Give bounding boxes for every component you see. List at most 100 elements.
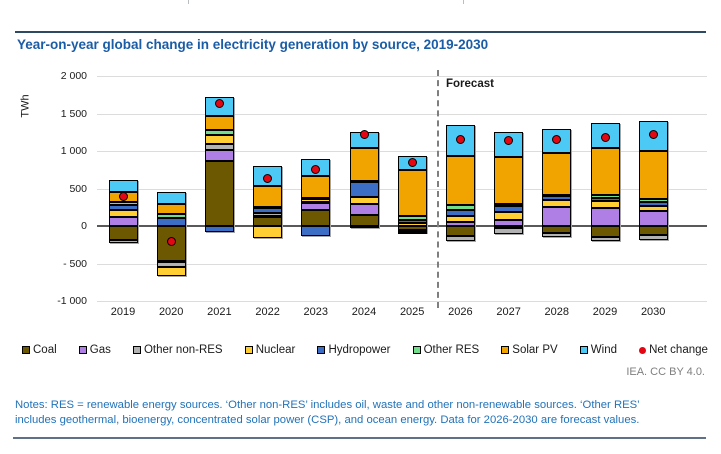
bar-segment-coal-2023 [301,210,331,226]
bar-segment-nuclear-2025 [397,222,427,226]
bar-segment-hydropower-2023 [301,226,331,237]
legend-label-wind: Wind [590,344,617,356]
bar-segment-coal-2024 [349,214,379,226]
bar-segment-other-non-res-2025 [397,231,427,234]
bar-segment-hydropower-2019 [108,205,138,210]
bar-segment-solar-pv-2022 [253,185,283,208]
net-change-dot-2020 [166,237,176,247]
bar-segment-nuclear-2028 [542,199,572,208]
x-axis-label-2022: 2022 [255,306,280,318]
bar-segment-other-non-res-2027 [494,227,524,235]
net-change-dot-2026 [455,135,465,145]
bar-segment-solar-pv-2024 [349,148,379,181]
net-change-dot-2024 [359,129,369,139]
bar-segment-nuclear-2026 [445,215,475,222]
bar-segment-gas-2025 [397,229,427,232]
bar-segment-gas-2028 [542,207,572,226]
bar-segment-other-res-2025 [397,215,427,220]
y-axis-tick-label: - 500 [63,257,87,270]
legend-swatch-nuclear [244,346,253,354]
x-axis-label-2024: 2024 [351,306,377,318]
bar-segment-coal-2025 [397,226,427,230]
legend-label-other-non-res: Other non-RES [143,344,223,356]
bar-segment-other-non-res-2021 [204,144,234,151]
bar-segment-coal-2027 [494,226,524,228]
bar-segment-gas-2027 [494,220,524,226]
bar-segment-hydropower-2025 [397,220,427,223]
bar-segment-coal-2022 [253,217,283,226]
bar-segment-other-non-res-2030 [638,235,668,240]
net-change-dot-2029 [600,133,610,143]
legend-item-net-change: Net change [639,344,708,356]
legend-swatch-gas [78,346,87,354]
gridline [97,301,707,302]
legend-label-nuclear: Nuclear [255,344,296,356]
forecast-label: Forecast [446,78,494,90]
x-axis-label-2029: 2029 [592,306,618,318]
bar-segment-nuclear-2022 [253,226,283,238]
bar-segment-other-res-2026 [445,205,475,211]
bar-segment-hydropower-2021 [204,226,234,233]
x-axis-label-2030: 2030 [640,306,666,318]
bar-segment-gas-2022 [253,215,283,218]
gridline [97,113,707,115]
bar-segment-other-non-res-2019 [108,239,138,244]
bar-segment-coal-2029 [590,226,620,237]
bar-segment-other-res-2021 [204,130,234,136]
legend-swatch-coal [22,346,30,354]
y-axis-tick-label: 0 [81,220,87,232]
chart-title: Year-on-year global change in electricit… [17,37,489,52]
x-axis-label-2027: 2027 [496,306,521,318]
bar-segment-nuclear-2019 [108,209,138,217]
chart-notes: Notes: RES = renewable energy sources. ‘… [15,398,707,427]
net-change-dot-2025 [407,158,417,168]
bar-segment-gas-2024 [349,204,379,215]
bar-segment-hydropower-2028 [542,196,572,200]
bar-segment-gas-2029 [590,208,620,226]
gridline [97,76,707,77]
bar-segment-solar-pv-2029 [590,148,620,196]
bar-segment-solar-pv-2030 [638,150,668,199]
x-axis-label-2021: 2021 [207,306,232,318]
bar-segment-wind-2019 [108,179,138,192]
bar-segment-gas-2030 [638,211,668,226]
bar-segment-nuclear-2021 [204,135,234,145]
bar-segment-gas-2026 [445,221,475,226]
legend-swatch-other-res [412,346,421,354]
net-change-dot-2023 [311,164,321,174]
bar-segment-solar-pv-2026 [445,156,475,206]
crop-artifact-right [463,0,464,4]
bar-segment-hydropower-2026 [445,210,475,216]
legend-swatch-net-change [639,346,647,354]
bar-segment-coal-2030 [638,226,668,236]
net-change-dot-2028 [552,134,562,144]
bar-segment-hydropower-2027 [494,206,524,212]
bar-segment-nuclear-2029 [590,201,620,208]
bar-segment-hydropower-2020 [156,218,186,226]
bar-segment-other-res-2028 [542,194,572,197]
bar-segment-other-non-res-2020 [156,262,186,267]
x-axis-label-2026: 2026 [448,306,473,318]
y-axis-unit-label: TWh [19,94,32,118]
notes-line-1: Notes: RES = renewable energy sources. ‘… [15,399,640,411]
x-axis-label-2019: 2019 [110,306,136,318]
bottom-divider [13,437,706,439]
legend-swatch-wind [579,346,588,354]
legend-item-gas: Gas [78,344,111,356]
license-credit: IEA. CC BY 4.0. [626,366,705,378]
bar-segment-hydropower-2024 [349,181,379,198]
bar-segment-other-non-res-2023 [301,201,331,204]
top-divider [15,31,706,33]
bar-segment-coal-2026 [445,226,475,236]
bar-segment-other-non-res-2026 [445,235,475,241]
bar-segment-other-res-2030 [638,198,668,202]
bar-segment-wind-2020 [156,192,186,205]
bar-segment-other-res-2029 [590,195,620,198]
legend-label-other-res: Other RES [423,344,480,356]
crop-artifact-left [188,0,189,4]
legend-label-coal: Coal [33,344,57,356]
net-change-dot-2022 [263,173,273,183]
stacked-bar-chart: 2 000 1 500 1 000 500 0 - 500 -1 000 Forecast 20… [57,70,707,320]
legend-label-hydropower: Hydropower [328,344,391,356]
bar-segment-other-res-2022 [253,207,283,210]
